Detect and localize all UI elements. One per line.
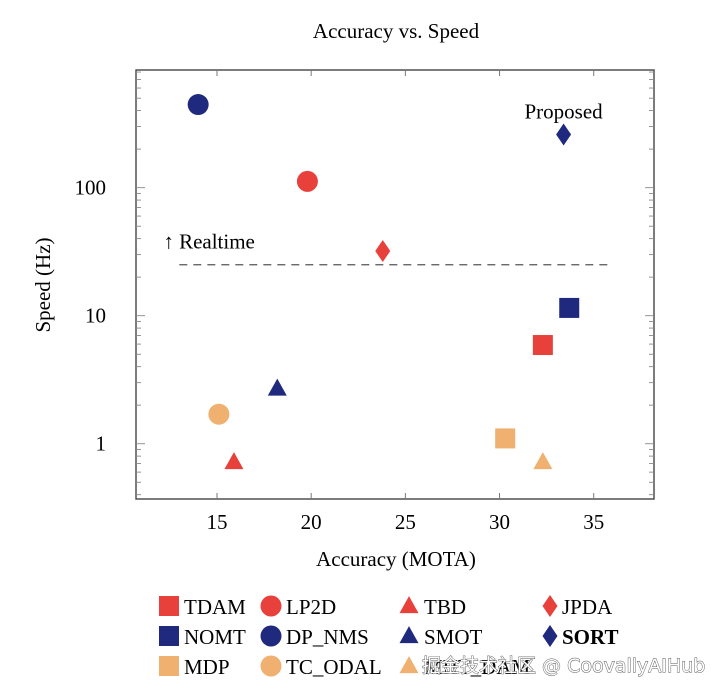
legend-item-nomt: NOMT xyxy=(159,625,246,649)
legend-label-smot: SMOT xyxy=(424,625,483,649)
legend-label-mdp: MDP xyxy=(184,655,230,679)
legend-label-sort: SORT xyxy=(562,625,618,649)
legend-label-jpda: JPDA xyxy=(562,595,613,619)
legend-item-tc-odal: TC_ODAL xyxy=(260,655,382,679)
legend-label-nomt: NOMT xyxy=(184,625,246,649)
realtime-reference: ↑ Realtime xyxy=(163,230,613,266)
data-point-nomt xyxy=(559,297,580,318)
legend-marker-tdam xyxy=(159,596,179,616)
data-points xyxy=(187,94,580,470)
legend-marker-sort xyxy=(542,625,558,647)
legend-marker-mdp xyxy=(159,656,179,676)
data-point-jpda xyxy=(375,240,391,263)
plot-area-frame xyxy=(135,69,655,500)
data-point-mht-dam xyxy=(533,452,553,470)
chart-title: Accuracy vs. Speed xyxy=(313,19,480,43)
x-tick-label: 25 xyxy=(395,510,416,534)
legend-item-dp-nms: DP_NMS xyxy=(260,625,369,649)
y-axis-label: Speed (Hz) xyxy=(31,237,55,332)
legend-label-tc-odal: TC_ODAL xyxy=(286,655,382,679)
legend-item-smot: SMOT xyxy=(399,625,483,649)
x-tick-label: 30 xyxy=(489,510,510,534)
legend-item-mht-dam: MHT_DAM xyxy=(399,655,530,679)
y-axis-ticks: 1 10 100 xyxy=(75,71,654,496)
data-point-dp-nms xyxy=(187,94,209,116)
x-axis-label: Accuracy (MOTA) xyxy=(316,547,476,571)
legend-marker-lp2d xyxy=(260,595,282,617)
data-point-sort xyxy=(556,123,572,146)
data-point-lp2d xyxy=(296,170,318,192)
x-axis-ticks: 15 20 25 30 35 xyxy=(206,70,604,534)
data-point-tc-odal xyxy=(208,403,230,425)
legend-item-tbd: TBD xyxy=(399,595,466,619)
legend-marker-jpda xyxy=(542,595,558,617)
legend-label-lp2d: LP2D xyxy=(286,595,336,619)
legend-item-jpda: JPDA xyxy=(542,595,613,619)
x-tick-label: 15 xyxy=(206,510,227,534)
data-point-smot xyxy=(267,378,287,396)
realtime-label: ↑ Realtime xyxy=(163,230,255,254)
legend-item-tdam: TDAM xyxy=(159,595,246,619)
legend-marker-smot xyxy=(399,626,419,644)
legend-label-mht-dam: MHT_DAM xyxy=(424,655,530,679)
legend-marker-tc-odal xyxy=(260,655,282,677)
legend-label-dp-nms: DP_NMS xyxy=(286,625,369,649)
legend-marker-dp-nms xyxy=(260,625,282,647)
y-tick-label: 1 xyxy=(96,432,107,456)
legend-item-mdp: MDP xyxy=(159,655,230,679)
watermark-text: 掘金技术社区 @ CoovallyAIHub xyxy=(422,655,705,677)
x-tick-label: 20 xyxy=(301,510,322,534)
y-tick-label: 100 xyxy=(75,176,107,200)
annotation-proposed: Proposed xyxy=(524,100,603,124)
legend-label-tbd: TBD xyxy=(424,595,466,619)
legend-item-lp2d: LP2D xyxy=(260,595,336,619)
data-point-tbd xyxy=(224,452,244,470)
data-point-tdam xyxy=(532,335,553,356)
legend-label-tdam: TDAM xyxy=(184,595,246,619)
x-tick-label: 35 xyxy=(583,510,604,534)
legend-marker-mht-dam xyxy=(399,656,419,674)
legend-marker-nomt xyxy=(159,626,179,646)
legend-item-sort: SORT xyxy=(542,625,618,649)
legend: TDAM LP2D TBD JPDA NOMT DP_NMS SMOT SORT MDP TC_O… xyxy=(159,595,618,679)
data-point-mdp xyxy=(495,428,516,449)
legend-marker-tbd xyxy=(399,596,419,614)
annotations: Proposed xyxy=(524,100,603,124)
y-tick-label: 10 xyxy=(85,304,106,328)
